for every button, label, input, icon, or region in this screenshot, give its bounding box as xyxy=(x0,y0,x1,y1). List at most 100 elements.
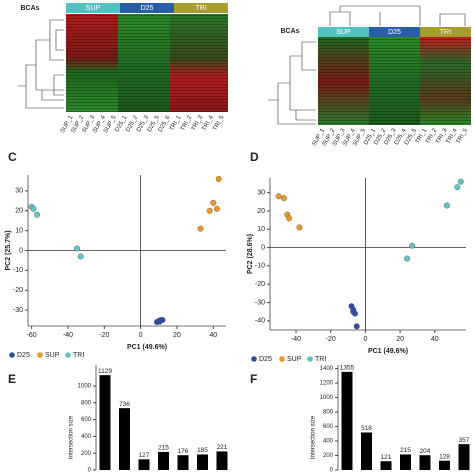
group-bar xyxy=(174,3,228,13)
value-label: 1355 xyxy=(340,365,355,372)
panel-letter: C xyxy=(8,150,17,164)
value-label: 215 xyxy=(400,447,411,454)
x-tick-label: 20 xyxy=(396,336,404,343)
y-tick-label: 10 xyxy=(15,227,23,234)
y-tick-label: 800 xyxy=(81,400,92,406)
y-tick-label: 30 xyxy=(257,189,265,196)
point xyxy=(454,184,461,191)
value-label: 204 xyxy=(420,448,431,455)
x-tick-label: -40 xyxy=(63,332,73,339)
group-label: D25 xyxy=(141,5,154,12)
y-axis-label: PC2 (28.6%) xyxy=(247,234,254,274)
y-tick-label: -40 xyxy=(255,318,265,325)
x-axis-label: PC1 (49.6%) xyxy=(368,348,408,355)
bar xyxy=(380,461,392,470)
y-axis-label: Intersection size xyxy=(69,415,75,459)
panel-letter: F xyxy=(250,372,257,386)
value-label: 127 xyxy=(139,452,150,459)
point xyxy=(215,175,222,182)
y-tick-label: -30 xyxy=(13,307,23,314)
row-label: BCAs xyxy=(280,28,299,35)
x-tick-label: 40 xyxy=(431,336,439,343)
y-tick-label: 0 xyxy=(19,247,23,254)
y-axis-label: PC2 (25.7%) xyxy=(5,230,12,270)
y-tick-label: 400 xyxy=(81,434,92,440)
value-label: 121 xyxy=(381,454,392,461)
x-axis-label: PC1 (49.6%) xyxy=(127,344,167,351)
y-tick-label: 800 xyxy=(323,410,334,416)
value-label: 221 xyxy=(217,444,228,451)
bar xyxy=(361,432,372,470)
legend-label: TRI xyxy=(315,356,326,363)
group-label: D25 xyxy=(388,29,401,36)
point xyxy=(443,202,450,209)
value-label: 518 xyxy=(361,425,372,432)
bar xyxy=(341,371,353,470)
bar xyxy=(400,454,411,470)
x-tick-label: 40 xyxy=(209,332,217,339)
bar xyxy=(419,455,431,470)
legend-label: D25 xyxy=(17,352,30,359)
bar xyxy=(138,459,150,470)
y-tick-label: 200 xyxy=(81,451,92,457)
bar xyxy=(99,375,111,470)
value-label: 176 xyxy=(178,448,189,455)
y-tick-label: 1000 xyxy=(320,395,334,401)
panel-letter: D xyxy=(250,150,259,164)
y-tick-label: 600 xyxy=(81,417,92,423)
point xyxy=(350,308,357,315)
group-label: SUP xyxy=(86,5,101,12)
y-tick-label: 20 xyxy=(257,208,265,215)
y-tick-label: 400 xyxy=(323,439,334,445)
point xyxy=(210,199,217,206)
group-label: TRI xyxy=(195,5,206,12)
row-label: BCAs xyxy=(20,5,39,12)
point xyxy=(275,193,282,200)
point xyxy=(156,318,163,325)
group-bar xyxy=(120,3,174,13)
legend-marker xyxy=(279,356,285,362)
heatmap-a xyxy=(18,14,228,112)
y-tick-label: -20 xyxy=(255,281,265,288)
legend-label: SUP xyxy=(45,352,60,359)
point xyxy=(409,242,416,249)
group-label: TRI xyxy=(440,29,451,36)
y-tick-label: 0 xyxy=(261,244,265,251)
y-tick-label: 20 xyxy=(15,208,23,215)
point xyxy=(404,255,411,262)
bar xyxy=(119,408,130,470)
x-tick-label: 0 xyxy=(139,332,143,339)
point xyxy=(30,205,37,212)
value-label: 215 xyxy=(158,445,169,452)
legend-marker xyxy=(251,356,257,362)
column-label: TRI_5 xyxy=(212,114,226,132)
y-tick-label: -30 xyxy=(255,299,265,306)
point xyxy=(280,195,287,202)
legend-marker xyxy=(9,352,15,358)
value-label: 357 xyxy=(459,437,470,444)
heatmap-b xyxy=(268,5,471,125)
column-label: TRI_5 xyxy=(456,127,470,145)
x-tick-label: -60 xyxy=(27,332,37,339)
point xyxy=(213,205,220,212)
y-axis-label: Intersection size xyxy=(311,415,317,459)
legend-label: D25 xyxy=(259,356,272,363)
y-tick-label: 0 xyxy=(330,468,334,474)
y-tick-label: 1200 xyxy=(320,381,334,387)
y-tick-label: 10 xyxy=(257,226,265,233)
point xyxy=(457,178,464,185)
point xyxy=(77,253,84,260)
legend-marker xyxy=(65,352,71,358)
point xyxy=(286,215,293,222)
panel-letter: E xyxy=(8,372,16,386)
y-tick-label: -10 xyxy=(255,263,265,270)
group-bar xyxy=(420,27,471,37)
y-tick-label: -20 xyxy=(13,287,23,294)
bar xyxy=(216,451,228,470)
value-label: 736 xyxy=(119,401,130,408)
x-tick-label: 20 xyxy=(173,332,181,339)
point xyxy=(296,224,303,231)
bar xyxy=(197,454,208,470)
x-tick-label: 0 xyxy=(363,336,367,343)
